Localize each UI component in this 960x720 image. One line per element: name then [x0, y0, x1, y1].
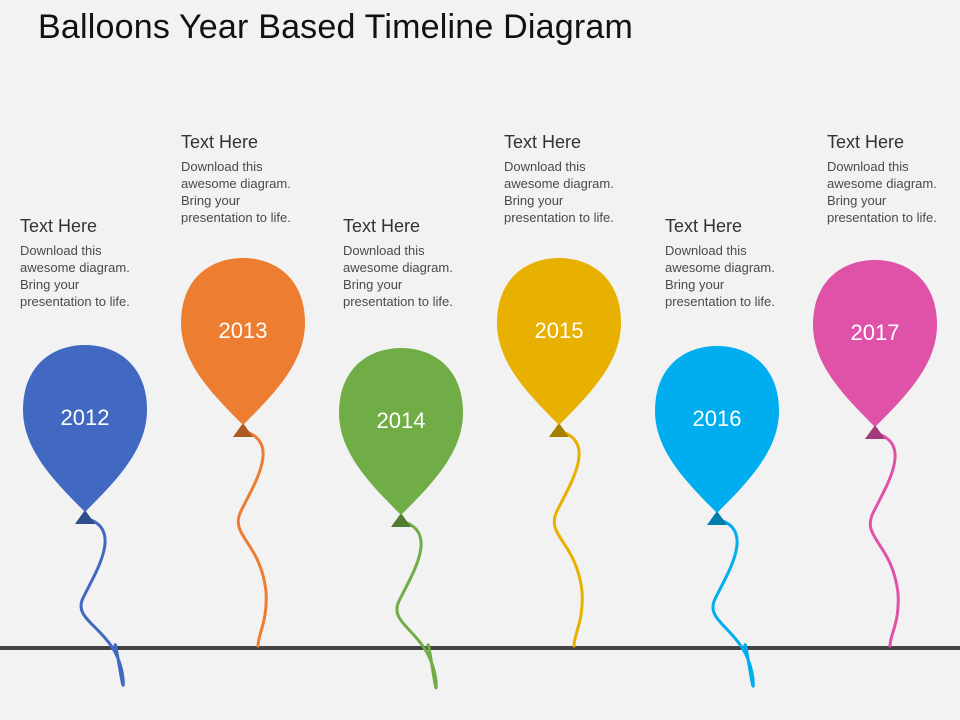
milestone-heading: Text Here	[827, 132, 905, 152]
milestone-text-2013: Text Here Download this awesome diagram. …	[181, 132, 306, 226]
balloon-2015: 2015	[497, 258, 621, 648]
balloon-string-2016	[711, 517, 755, 688]
milestone-description: Download this awesome diagram. Bring you…	[343, 243, 453, 309]
balloon-2017: 2017	[813, 260, 937, 648]
milestone-text-2015: Text Here Download this awesome diagram. …	[504, 132, 629, 226]
balloon-string-2017	[868, 431, 900, 648]
balloon-year-label: 2012	[61, 405, 110, 430]
page-title: Balloons Year Based Timeline Diagram	[38, 8, 633, 46]
milestone-description: Download this awesome diagram. Bring you…	[827, 159, 937, 225]
balloon-knot-2017	[865, 425, 885, 439]
balloon-2012: 2012	[23, 345, 147, 687]
balloon-2013: 2013	[181, 258, 305, 648]
milestone-heading: Text Here	[343, 216, 421, 236]
milestone-description: Download this awesome diagram. Bring you…	[504, 159, 614, 225]
balloon-string-2012	[79, 516, 125, 687]
balloon-year-label: 2013	[219, 318, 268, 343]
balloon-body-2016	[655, 346, 779, 513]
balloon-body-2015	[497, 258, 621, 425]
balloon-string-2015	[552, 429, 584, 648]
balloon-body-2013	[181, 258, 305, 425]
balloon-string-2013	[236, 429, 268, 648]
balloon-knot-2012	[75, 510, 95, 524]
balloon-knot-2014	[391, 513, 411, 527]
balloons-layer: 2012 2013 2014 2015 2016 2017	[23, 258, 937, 690]
balloon-string-2014	[395, 519, 438, 690]
milestone-text-2012: Text Here Download this awesome diagram. …	[20, 216, 145, 310]
balloon-year-label: 2016	[693, 406, 742, 431]
balloon-year-label: 2015	[535, 318, 584, 343]
balloon-knot-2015	[549, 423, 569, 437]
balloon-2014: 2014	[339, 348, 463, 690]
milestone-heading: Text Here	[181, 132, 259, 152]
milestone-text-2016: Text Here Download this awesome diagram. …	[665, 216, 790, 310]
balloon-year-label: 2017	[851, 320, 900, 345]
balloon-knot-2016	[707, 511, 727, 525]
balloon-body-2014	[339, 348, 463, 515]
balloon-2016: 2016	[655, 346, 779, 688]
milestone-text-2017: Text Here Download this awesome diagram. …	[827, 132, 952, 226]
milestone-description: Download this awesome diagram. Bring you…	[181, 159, 291, 225]
milestone-description: Download this awesome diagram. Bring you…	[665, 243, 775, 309]
balloon-body-2017	[813, 260, 937, 427]
balloon-year-label: 2014	[377, 408, 426, 433]
balloon-body-2012	[23, 345, 147, 512]
milestone-description: Download this awesome diagram. Bring you…	[20, 243, 130, 309]
milestone-heading: Text Here	[504, 132, 582, 152]
milestone-heading: Text Here	[20, 216, 98, 236]
milestone-text-2014: Text Here Download this awesome diagram. …	[343, 216, 468, 310]
milestone-heading: Text Here	[665, 216, 743, 236]
balloon-knot-2013	[233, 423, 253, 437]
